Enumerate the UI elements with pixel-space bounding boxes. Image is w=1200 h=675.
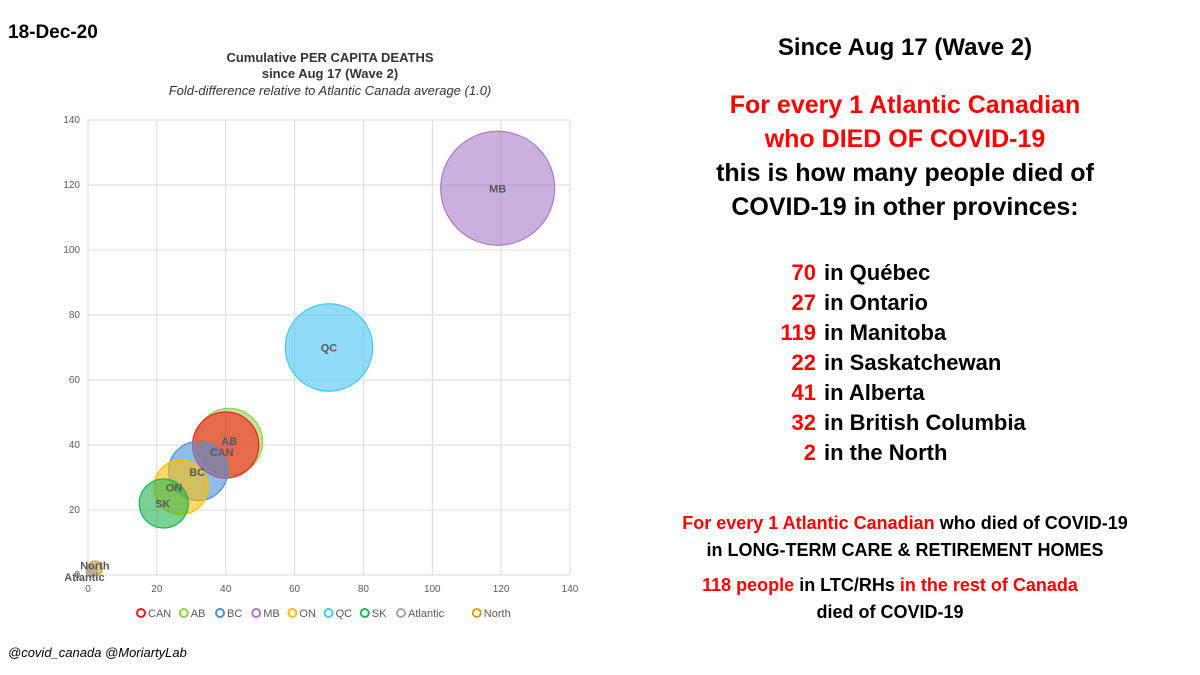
legend-label: AB xyxy=(191,608,206,620)
x-tick-label: 40 xyxy=(220,584,232,595)
y-tick-label: 40 xyxy=(69,440,81,451)
bubble-label: Atlantic xyxy=(64,572,104,584)
x-tick-label: 60 xyxy=(289,584,301,595)
date-label: 18-Dec-20 xyxy=(8,22,98,43)
bubble-label: North xyxy=(80,561,110,573)
x-tick-label: 120 xyxy=(493,584,510,595)
province-list: 70 in Québec 27 in Ontario 119 in Manitoba … xyxy=(760,258,1026,468)
bubble-label: BC xyxy=(189,467,205,479)
legend-marker xyxy=(287,608,298,618)
bubble-sk xyxy=(138,478,189,529)
legend-label: SK xyxy=(372,608,387,620)
ltc-line-2: in LONG-TERM CARE & RETIREMENT HOMES xyxy=(706,540,1104,560)
bubble-label: ON xyxy=(166,482,183,494)
province-name: in Alberta xyxy=(824,380,925,405)
ltc-ltcrhs: in LTC/RHs xyxy=(799,575,895,595)
legend-label: North xyxy=(484,608,511,620)
bubble-label: CAN xyxy=(210,447,234,459)
legend-marker xyxy=(471,608,482,618)
y-tick-label: 120 xyxy=(63,180,80,191)
legend-marker xyxy=(396,608,406,618)
province-count: 27 xyxy=(791,290,816,315)
legend-label: QC xyxy=(336,608,353,620)
bubble-label: QC xyxy=(321,343,338,355)
province-name: in the North xyxy=(824,440,948,465)
intro-text: For every 1 Atlantic Canadian who DIED O… xyxy=(610,88,1200,224)
province-row: 41 in Alberta xyxy=(760,378,1026,408)
credit-text: @covid_canada @MoriartyLab xyxy=(8,645,187,660)
bubble-label: AB xyxy=(221,436,237,448)
chart-title: Cumulative PER CAPITA DEATHS xyxy=(226,50,434,65)
province-row: 27 in Ontario xyxy=(760,288,1026,318)
x-tick-label: 100 xyxy=(424,584,441,595)
legend-marker xyxy=(323,608,334,618)
province-row: 32 in British Columbia xyxy=(760,408,1026,438)
ltc-rest-of-canada: in the rest of Canada xyxy=(899,575,1078,595)
bubble-qc xyxy=(284,303,374,392)
province-name: in Manitoba xyxy=(824,320,947,345)
x-tick-label: 0 xyxy=(85,584,91,595)
ltc-result-text: 118 people in LTC/RHs in the rest of Can… xyxy=(610,572,1170,626)
province-name: in British Columbia xyxy=(824,410,1026,435)
intro-line-4: COVID-19 in other provinces: xyxy=(731,193,1079,221)
chart-title-block: Cumulative PER CAPITA DEATHS since Aug 1… xyxy=(80,50,580,100)
chart-subtitle: Fold-difference relative to Atlantic Can… xyxy=(168,83,492,98)
intro-line-3: this is how many people died of xyxy=(716,159,1094,187)
legend-label: Atlantic xyxy=(408,608,445,620)
intro-line-1: For every 1 Atlantic Canadian xyxy=(729,91,1081,119)
legend-marker xyxy=(251,608,262,618)
x-tick-label: 20 xyxy=(151,584,163,595)
ltc-line-1-red: For every 1 Atlantic Canadian xyxy=(682,513,935,533)
ltc-people: people xyxy=(736,575,795,595)
bubble-mb xyxy=(440,130,556,246)
legend-marker xyxy=(215,608,225,618)
ltc-line-1-black: who died of COVID-19 xyxy=(939,513,1128,533)
y-tick-label: 20 xyxy=(69,505,81,516)
intro-line-2: who DIED OF COVID-19 xyxy=(764,125,1046,153)
legend-label: BC xyxy=(227,608,242,620)
legend-label: CAN xyxy=(148,608,171,620)
y-tick-label: 60 xyxy=(69,375,81,386)
bubble-atlantic xyxy=(85,565,98,578)
y-tick-label: 80 xyxy=(69,310,81,321)
y-tick-label: 140 xyxy=(63,115,80,126)
ltc-died: died of COVID-19 xyxy=(816,602,964,622)
bubble-label: SK xyxy=(155,499,170,511)
ltc-text: For every 1 Atlantic Canadian who died o… xyxy=(610,510,1200,564)
province-name: in Saskatchewan xyxy=(824,350,1002,375)
province-count: 32 xyxy=(791,410,816,435)
since-heading: Since Aug 17 (Wave 2) xyxy=(777,34,1033,61)
legend-label: ON xyxy=(299,608,316,620)
province-count: 2 xyxy=(803,440,816,465)
province-count: 22 xyxy=(791,350,816,375)
x-tick-label: 140 xyxy=(562,584,579,595)
province-count: 119 xyxy=(780,320,817,345)
legend-marker xyxy=(359,608,370,618)
province-row: 22 in Saskatchewan xyxy=(760,348,1026,378)
legend-label: MB xyxy=(263,608,280,620)
province-count: 70 xyxy=(791,260,816,285)
province-name: in Ontario xyxy=(824,290,928,315)
legend-marker xyxy=(178,608,189,618)
y-tick-label: 100 xyxy=(63,245,80,256)
bubble-chart: 0 20 40 60 80 100 120 140 0 20 40 60 80 100 120 140 MB QC… xyxy=(63,115,579,620)
x-tick-label: 80 xyxy=(358,584,370,595)
province-row: 2 in the North xyxy=(760,438,1026,468)
province-row: 70 in Québec xyxy=(760,258,1026,288)
province-count: 41 xyxy=(791,380,816,405)
province-row: 119 in Manitoba xyxy=(760,318,1026,348)
bubble-label: MB xyxy=(489,183,506,195)
ltc-count: 118 xyxy=(702,575,732,595)
province-name: in Québec xyxy=(824,260,931,285)
y-tick-label: 0 xyxy=(74,570,80,581)
legend-marker xyxy=(136,608,146,618)
chart-title-line2: since Aug 17 (Wave 2) xyxy=(261,66,399,81)
